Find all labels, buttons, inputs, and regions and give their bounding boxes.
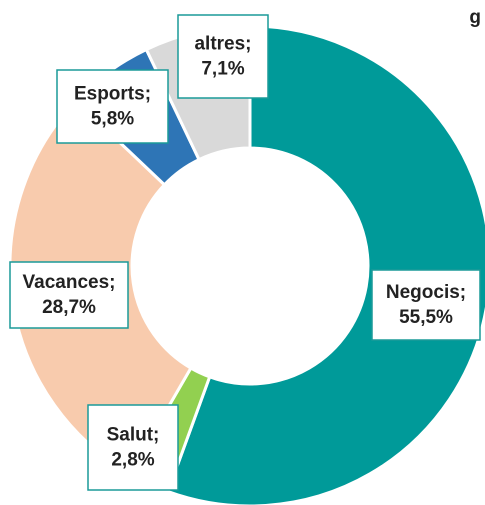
label-box	[371, 269, 481, 341]
chart-title: g	[469, 7, 481, 28]
value-label: 7,1%	[201, 59, 244, 80]
category-label: Vacances;	[23, 272, 116, 293]
value-label: 28,7%	[42, 297, 96, 318]
category-label: Salut;	[107, 425, 160, 446]
label-box	[56, 69, 169, 144]
donut-segment	[165, 24, 485, 505]
category-label: altres;	[194, 34, 251, 55]
value-label: 5,8%	[91, 109, 134, 130]
label-box	[87, 404, 179, 491]
label-box	[177, 14, 269, 99]
category-label: Negocis;	[386, 282, 466, 303]
label-box	[9, 261, 129, 329]
category-label: Esports;	[74, 84, 151, 105]
value-label: 2,8%	[111, 450, 154, 471]
value-label: 55,5%	[399, 307, 453, 328]
